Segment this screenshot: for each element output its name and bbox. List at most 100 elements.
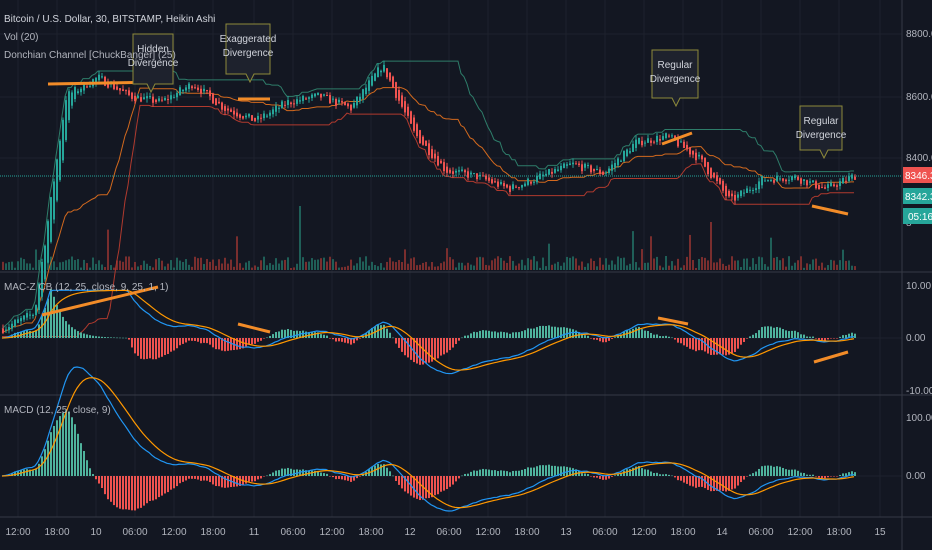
annotation-hidden-divergence[interactable]: Hidden Divergence [128,33,179,94]
macz-hist-bar [476,332,478,338]
volume-bar [389,257,391,270]
candle-body [527,178,529,185]
macd-hist-bar [152,476,154,501]
time-tick: 13 [560,527,572,538]
macz-hist-bar [95,336,97,338]
regular-divergence-trendline-1 [661,131,693,146]
macd-hist-bar [848,472,850,476]
macz-hist-bar [383,324,385,338]
macz-hist-bar [143,338,145,360]
time-axis: 12:00 18:00 10 06:00 12:00 18:00 11 06:00 12:00 1… [5,527,886,538]
candle-body [752,189,754,191]
volume-bar [32,267,34,270]
macd-hist-bar [791,469,793,476]
candle-body [359,96,361,101]
macz-hist-bar [347,338,349,344]
volume-bar [92,257,94,270]
macd-hist-bar [836,476,838,477]
candle-body [473,173,475,175]
macz-hist-bar [284,329,286,338]
volume-bar [521,259,523,270]
volume-bar [224,257,226,270]
candle-body [86,86,88,88]
candle-body [767,179,769,181]
time-tick: 18:00 [200,527,225,538]
volume-bar [314,259,316,270]
candle-body [650,140,652,143]
macz-hist-bar [182,338,184,344]
candle-body [593,168,595,172]
macz-hist-bar [122,337,124,339]
candle-body [293,103,295,105]
candle-body [152,96,154,103]
macd-hist-bar [326,473,328,476]
macz-hist-bar [377,324,379,338]
macd-hist-bar [206,476,208,481]
candle-body [323,94,325,96]
candle-body [653,141,655,143]
macz-tick-10: 10.00 [906,281,931,292]
candle-body [65,100,67,141]
candle-body [734,194,736,201]
macz-hist-bar [401,338,403,352]
macz-hist-bar [419,338,421,365]
macd-hist-bar [278,470,280,476]
candle-body [605,172,607,174]
time-tick: 12:00 [787,527,812,538]
macz-hist-bar [413,338,415,363]
candle-body [386,68,388,78]
volume-bar [152,267,154,270]
macd-hist-bar [191,476,193,479]
candle-body [638,137,640,144]
volume-bar [185,259,187,270]
volume-bar [725,265,727,270]
candle-body [344,101,346,106]
volume-bar [362,261,364,270]
volume-bar [488,265,490,270]
macz-hist-bar [296,330,298,338]
candle-body [659,139,661,141]
candle-body [629,151,631,153]
macd-tick-100: 100.00 [906,413,932,424]
candle-body [179,87,181,96]
volume-bar [98,260,100,270]
candle-body [803,179,805,182]
candle-body [197,87,199,90]
macz-hist-bar [713,338,715,355]
volume-bar [461,262,463,270]
volume-bar [392,261,394,270]
candle-body [443,162,445,172]
annotation-exaggerated-divergence[interactable]: Exaggerated Divergence [220,23,277,84]
macd-hist-bar [188,476,190,479]
volume-bar [551,264,553,270]
macd-hist-bar [815,476,817,477]
volume-bar [248,260,250,270]
annotation-regular-divergence-1[interactable]: Regular Divergence [650,49,701,108]
candle-body [662,136,664,140]
macd-hist-bar [239,476,241,486]
macz-hist-bar [482,330,484,338]
macz-hist-bar [131,338,133,348]
macd-hist-bar [413,476,415,498]
macz-hist-bar [209,338,211,345]
volume-bar [350,259,352,270]
macd-hist-bar [11,472,13,476]
volume-bar [194,256,196,270]
candle-body [26,313,28,318]
volume-bar [374,264,376,270]
annotation-regular-divergence-2[interactable]: Regular Divergence [796,105,847,160]
macz-hist-bar [239,338,241,350]
macd-hist-bar [656,472,658,476]
macd-hist-bar [662,474,664,476]
volume-bar [683,265,685,270]
volume-bar [197,258,199,270]
macz-hist-bar [455,338,457,345]
volume-bar [353,265,355,270]
candle-body [305,98,307,100]
macz-hist-bar [314,332,316,338]
macd-hist-bar [62,412,64,476]
volume-bar [242,267,244,270]
volume-bar [302,257,304,270]
candle-body [74,87,76,100]
